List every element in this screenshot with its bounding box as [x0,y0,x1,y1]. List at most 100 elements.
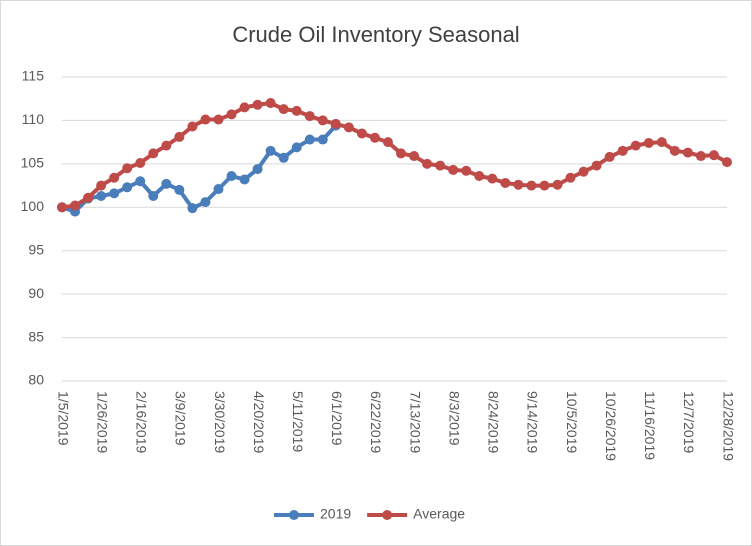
data-point [669,145,680,156]
data-point [187,121,198,132]
data-point [148,148,159,159]
data-point [396,148,407,159]
data-point [513,179,524,190]
legend-marker [382,510,393,520]
data-point [435,160,446,171]
data-point [304,134,315,145]
data-point [70,200,81,211]
x-tick-label: 6/22/2019 [368,391,384,453]
x-tick-label: 3/30/2019 [212,391,228,453]
data-point [409,151,420,162]
legend-label: 2019 [320,506,351,522]
x-tick-label: 9/14/2019 [525,391,541,453]
x-tick-label: 8/3/2019 [446,391,462,446]
x-tick-label: 8/24/2019 [486,391,502,453]
data-point [213,184,224,195]
data-point [187,203,198,214]
data-point [682,147,693,158]
legend-label: Average [413,506,465,522]
data-point [643,138,654,149]
data-point [226,109,237,120]
data-point [200,114,211,125]
data-point [343,122,354,133]
data-point [226,171,237,182]
data-point [278,104,289,115]
data-point [265,145,276,156]
data-point [291,142,302,153]
data-point [96,180,107,191]
data-point [174,131,185,142]
data-point [722,157,732,168]
y-tick-label: 115 [22,68,45,84]
data-point [57,202,67,213]
chart-title: Crude Oil Inventory Seasonal [232,22,519,47]
x-tick-label: 4/20/2019 [251,391,267,453]
series-line [61,101,728,210]
data-point [630,140,641,151]
data-point [83,192,94,203]
data-point [109,188,120,199]
y-tick-label: 80 [28,372,44,388]
y-tick-label: 110 [22,111,45,127]
x-tick-label: 3/9/2019 [173,391,189,446]
data-point [539,180,550,191]
data-point [122,182,133,193]
data-point [161,178,172,189]
data-point [565,172,576,183]
y-tick-label: 85 [28,328,44,344]
x-tick-label: 6/1/2019 [329,391,345,446]
data-point [239,102,250,113]
x-tick-label: 5/11/2019 [290,391,306,452]
data-point [448,164,459,175]
data-point [291,105,302,116]
data-point [317,134,328,145]
x-tick-label: 2/16/2019 [134,391,150,453]
data-point [135,157,146,168]
data-point [252,164,263,175]
data-point [604,151,615,162]
data-point [317,115,328,126]
data-point [122,163,133,174]
legend-marker [289,510,299,520]
data-point [487,173,498,184]
data-point [552,179,563,190]
data-point [213,114,224,125]
y-tick-label: 100 [21,198,45,214]
data-point [461,165,472,176]
y-tick-label: 95 [28,241,44,257]
data-point [356,128,367,139]
x-tick-label: 1/5/2019 [55,391,71,446]
y-tick-label: 90 [28,285,44,301]
data-point [422,158,433,169]
data-point [174,184,185,195]
data-point [656,137,667,148]
x-tick-label: 10/26/2019 [603,391,619,461]
data-point [96,190,107,201]
data-point [304,111,315,122]
x-tick-label: 12/7/2019 [681,391,697,453]
data-point [330,118,341,129]
x-tick-label: 10/5/2019 [564,391,580,453]
data-point [161,140,172,151]
x-tick-label: 11/16/2019 [642,391,658,460]
data-point [278,152,289,163]
data-point [239,174,250,185]
data-point [526,180,537,191]
data-point [500,177,511,188]
data-point [474,171,485,182]
data-point [591,160,602,171]
x-tick-label: 1/26/2019 [94,391,110,453]
data-point [382,137,393,148]
series-line [61,124,338,214]
data-point [695,151,706,162]
data-point [252,99,263,110]
data-point [617,145,628,156]
data-point [109,172,120,183]
x-tick-label: 7/13/2019 [407,391,423,453]
data-point [369,132,380,143]
data-point [200,197,211,208]
data-point [708,150,719,161]
x-tick-label: 12/28/2019 [720,391,736,461]
